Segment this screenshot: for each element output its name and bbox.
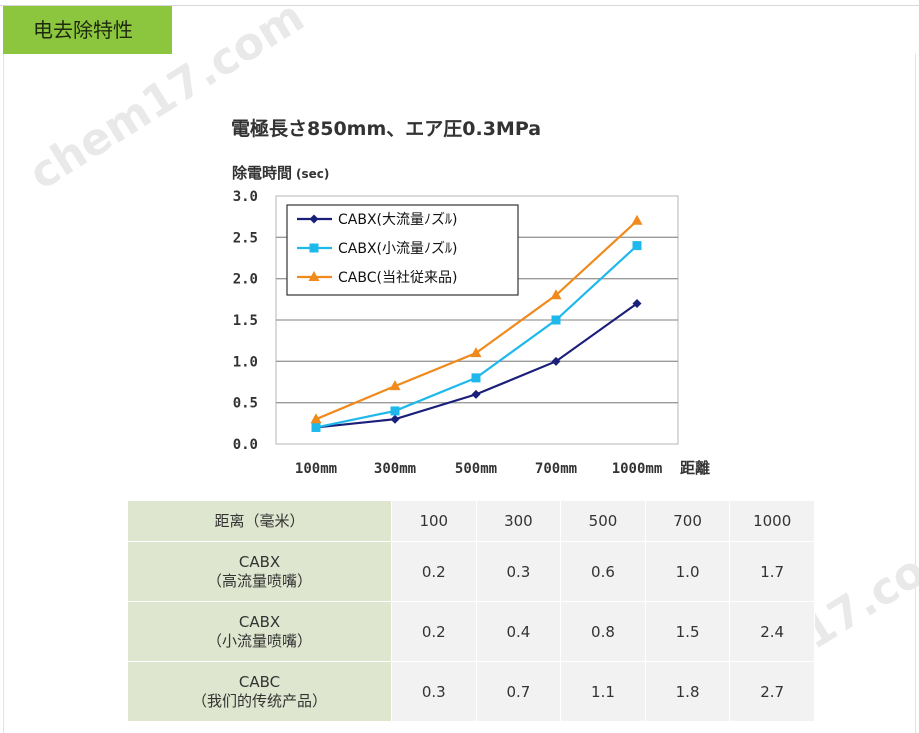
table-cell: 1.0	[644, 541, 731, 602]
row-label-cell: CABX （高流量喷嘴）	[127, 541, 392, 602]
data-point	[471, 389, 481, 399]
data-point	[311, 422, 321, 432]
table-cell: 0.2	[391, 601, 477, 662]
row-label-model: CABX	[238, 552, 281, 571]
row-label-desc: （小流量喷嘴）	[206, 631, 312, 650]
x-axis-label: 距離	[680, 459, 710, 477]
data-point	[632, 298, 642, 308]
y-tick-label: 1.5	[233, 313, 258, 329]
section-tab[interactable]: 电去除特性	[3, 6, 172, 54]
x-tick-label: 100mm	[295, 461, 337, 477]
row-label-desc: （我们的传统产品）	[191, 691, 327, 710]
data-point	[471, 373, 481, 383]
table-header-row: 距离（毫米） 100 300 500 700 1000	[127, 500, 815, 542]
table-cell: 0.2	[391, 541, 477, 602]
header-cell: 100	[391, 500, 477, 542]
data-point	[310, 413, 322, 424]
table-cell: 0.3	[475, 541, 562, 602]
row-label-cell: CABC （我们的传统产品）	[127, 661, 392, 722]
y-axis-unit: (sec)	[296, 167, 329, 181]
series-2	[311, 241, 642, 432]
line-chart: 電極長さ850mm、エア圧0.3MPa 除電時間 (sec) 0.0 0.5 1.0 1…	[231, 117, 710, 477]
legend-label: CABX(大流量ﾉズﾙ)	[338, 212, 457, 228]
table-cell: 1.1	[560, 661, 646, 722]
x-tick-label: 1000mm	[612, 461, 663, 477]
top-divider	[0, 5, 919, 6]
data-point	[551, 315, 561, 325]
x-tick-label: 700mm	[535, 461, 577, 477]
y-tick-labels: 0.0 0.5 1.0 1.5 2.0 2.5 3.0	[233, 189, 258, 453]
table-cell: 0.4	[475, 601, 562, 662]
legend: CABX(大流量ﾉズﾙ) CABX(小流量ﾉズﾙ) CABC(当社従来品)	[286, 204, 519, 296]
data-point	[390, 406, 400, 416]
y-tick-label: 2.5	[233, 230, 258, 246]
table-cell: 1.8	[644, 661, 731, 722]
y-tick-label: 2.0	[233, 272, 258, 288]
series-group	[310, 214, 643, 432]
legend-label: CABX(小流量ﾉズﾙ)	[338, 241, 457, 257]
data-point	[389, 380, 401, 391]
data-point	[632, 241, 642, 251]
y-tick-label: 1.0	[233, 354, 258, 370]
y-tick-label: 0.5	[233, 396, 258, 412]
series-3	[310, 214, 643, 424]
data-point	[309, 214, 319, 224]
row-label-cell: CABX （小流量喷嘴）	[127, 601, 392, 662]
x-tick-label: 500mm	[455, 461, 497, 477]
data-point	[390, 414, 400, 424]
chart-title: 電極長さ850mm、エア圧0.3MPa	[231, 117, 541, 140]
table-cell: 1.7	[729, 541, 815, 602]
data-point	[308, 271, 320, 281]
data-point	[551, 356, 561, 366]
row-label-model: CABC	[238, 672, 281, 691]
data-table: 距离（毫米） 100 300 500 700 1000 CABX （高流量喷嘴）…	[127, 500, 815, 722]
panel-border-left	[3, 54, 4, 733]
panel-border-right	[915, 54, 916, 733]
table-cell: 0.7	[475, 661, 562, 722]
header-cell: 700	[644, 500, 731, 542]
legend-label: CABC(当社従来品)	[338, 270, 457, 286]
section-tab-label: 电去除特性	[33, 18, 133, 42]
y-axis-label-text: 除電時間	[232, 164, 292, 182]
data-point	[309, 243, 319, 253]
y-tick-label: 3.0	[233, 189, 258, 205]
header-label-cell: 距离（毫米）	[127, 500, 392, 542]
x-tick-label: 300mm	[374, 461, 416, 477]
data-point	[550, 289, 562, 300]
data-point	[470, 347, 482, 358]
table-row: CABX （小流量喷嘴） 0.2 0.4 0.8 1.5 2.4	[127, 601, 815, 662]
table-cell: 0.3	[391, 661, 477, 722]
header-cell: 300	[475, 500, 562, 542]
table-cell: 1.5	[644, 601, 731, 662]
y-axis-label: 除電時間 (sec)	[232, 164, 329, 182]
x-tick-labels: 100mm 300mm 500mm 700mm 1000mm	[295, 461, 662, 477]
table-cell: 0.8	[560, 601, 646, 662]
row-label-desc: （高流量喷嘴）	[206, 571, 312, 590]
row-label-model: CABX	[238, 612, 281, 631]
y-tick-label: 0.0	[233, 437, 258, 453]
table-row: CABX （高流量喷嘴） 0.2 0.3 0.6 1.0 1.7	[127, 541, 815, 602]
header-cell: 500	[560, 500, 646, 542]
table-row: CABC （我们的传统产品） 0.3 0.7 1.1 1.8 2.7	[127, 661, 815, 722]
header-cell: 1000	[729, 500, 815, 542]
table-cell: 2.7	[729, 661, 815, 722]
table-cell: 0.6	[560, 541, 646, 602]
data-point	[631, 214, 643, 225]
table-cell: 2.4	[729, 601, 815, 662]
